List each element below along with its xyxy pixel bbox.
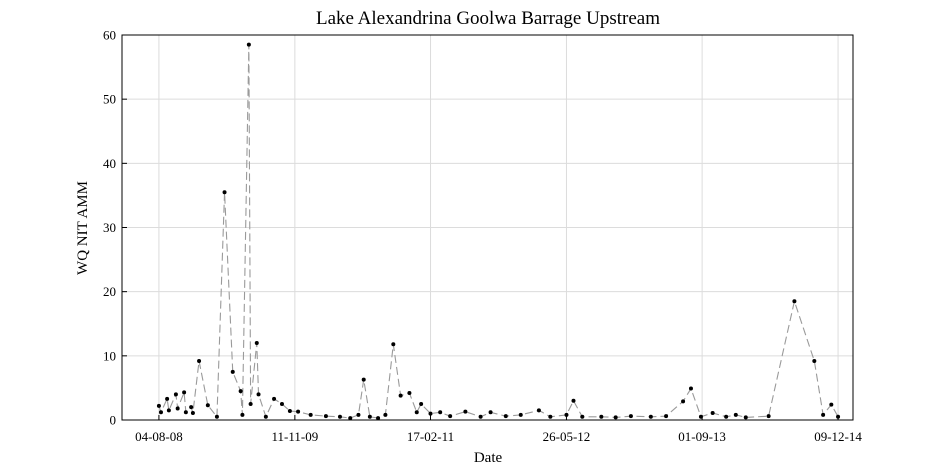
data-point [256,392,261,397]
data-point [263,414,268,419]
data-point [240,412,245,417]
data-point [681,399,686,404]
data-point [279,401,284,406]
data-point [733,412,738,417]
x-tick-label: 09-12-14 [814,429,862,444]
data-point [463,409,468,414]
data-point [183,410,188,415]
data-point [214,414,219,419]
data-point [222,190,227,195]
data-point [564,412,569,417]
data-point [599,414,604,419]
data-point [272,396,277,401]
data-point [367,414,372,419]
y-tick-label: 30 [103,220,116,235]
data-point [548,414,553,419]
data-point [407,391,412,396]
data-point [648,414,653,419]
data-point [503,414,508,419]
data-point [792,299,797,304]
data-point [698,414,703,419]
series-line [158,44,839,419]
data-point [190,410,195,415]
x-tick-label: 11-11-09 [272,429,319,444]
data-point [710,410,715,415]
data-point [348,416,353,421]
data-point [536,408,541,413]
y-tick-label: 60 [103,28,116,43]
y-tick-label: 50 [103,92,116,107]
data-point [414,410,419,415]
data-point [156,403,161,408]
data-point [248,401,253,406]
data-point [398,393,403,398]
data-point [571,398,576,403]
data-point [438,410,443,415]
data-point [361,377,366,382]
x-axis-label: Date [474,450,503,466]
x-tick-label: 26-05-12 [543,429,591,444]
data-point [812,358,817,363]
data-point [376,416,381,421]
data-point [205,403,210,408]
chart-title: Lake Alexandrina Goolwa Barrage Upstream [316,8,660,29]
data-point [246,42,251,47]
data-point [287,409,292,414]
data-point [173,392,178,397]
data-point [166,408,171,413]
data-point [254,341,259,345]
data-point [766,414,771,419]
data-point [419,401,424,406]
x-tick-label: 04-08-08 [135,429,183,444]
data-point [323,414,328,419]
data-point [448,414,453,419]
data-point [613,415,618,420]
y-tick-label: 40 [103,156,116,171]
x-tick-label: 01-09-13 [678,429,726,444]
data-point [478,414,483,419]
data-point [743,415,748,420]
data-point [238,389,243,394]
plot-frame [121,34,854,421]
data-point [383,412,388,417]
data-point [158,410,163,415]
y-tick-label: 10 [103,348,116,363]
data-point [628,414,633,419]
data-point [165,396,170,401]
data-point [337,414,342,419]
y-axis-label: WQ NIT AMM [75,181,91,275]
data-point [175,406,180,411]
data-point [230,369,235,374]
y-tick-label: 0 [110,413,117,428]
data-point [356,412,361,417]
data-point [296,409,301,414]
data-point [829,402,834,407]
data-point [836,414,841,419]
data-point [308,412,313,417]
data-point [688,386,693,391]
data-point [518,412,523,417]
data-point [428,411,433,416]
data-point [488,410,493,415]
data-point [391,342,396,347]
data-point [821,412,826,417]
data-point [724,414,729,419]
data-point [197,358,202,363]
data-point [189,405,194,410]
data-point [664,414,669,419]
x-tick-label: 17-02-11 [407,429,454,444]
y-tick-label: 20 [103,284,116,299]
data-point [182,390,187,395]
data-point [580,414,585,419]
